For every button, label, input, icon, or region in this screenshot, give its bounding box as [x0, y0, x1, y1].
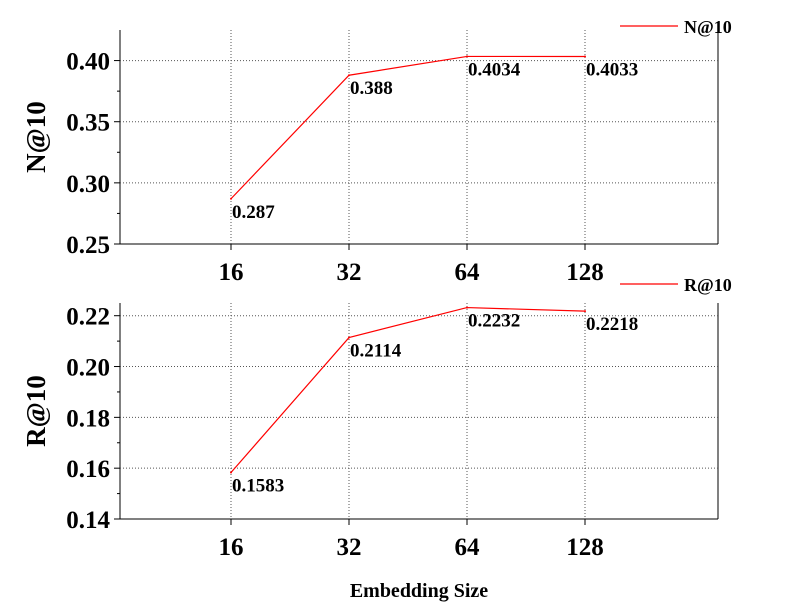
n10-data-label-1: 0.388 — [350, 78, 393, 99]
r10-point-2 — [466, 306, 468, 309]
n10-point-1 — [348, 74, 350, 77]
r10-data-label-3: 0.2218 — [586, 314, 638, 335]
n10-series-line — [230, 55, 586, 200]
n10-point-2 — [466, 55, 468, 58]
n10-ytick-label-1: 0.30 — [66, 171, 110, 198]
r10-ytick-label-2: 0.18 — [66, 405, 110, 432]
r10-ytick-label-4: 0.22 — [66, 304, 110, 331]
n10-xtick-label-1: 32 — [337, 259, 362, 286]
r10-xtick-label-0: 16 — [219, 534, 244, 561]
x-axis-label: Embedding Size — [350, 580, 488, 602]
n10-xtick-label-3: 128 — [566, 259, 604, 286]
r10-ylabel: R@10 — [21, 375, 51, 447]
r10-data-label-1: 0.2114 — [350, 341, 402, 362]
r10-ytick-label-3: 0.20 — [66, 355, 110, 382]
r10-data-label-2: 0.2232 — [468, 311, 520, 332]
r10-xtick-label-1: 32 — [337, 534, 362, 561]
r10-point-3 — [584, 310, 586, 313]
n10-ytick-label-3: 0.40 — [66, 49, 110, 76]
n10-ylabel: N@10 — [21, 101, 51, 173]
n10-xtick-label-2: 64 — [455, 259, 481, 286]
n10-point-0 — [230, 197, 232, 200]
r10-series-line — [230, 306, 586, 473]
n10-ytick-label-0: 0.25 — [66, 232, 110, 259]
r10-legend-label: R@10 — [684, 275, 732, 295]
r10-xtick-label-3: 128 — [566, 534, 604, 561]
r10-ytick-label-1: 0.16 — [66, 456, 110, 483]
n10-point-3 — [584, 55, 586, 58]
n10-legend-label: N@10 — [684, 17, 732, 37]
n10-data-label-2: 0.4034 — [468, 59, 521, 80]
n10-data-label-0: 0.287 — [232, 202, 275, 223]
n10-xtick-label-0: 16 — [219, 259, 244, 286]
n10-ytick-label-2: 0.35 — [66, 110, 110, 137]
r10-point-0 — [230, 471, 232, 474]
n10-data-label-3: 0.4033 — [586, 60, 638, 81]
r10-data-label-0: 0.1583 — [232, 475, 284, 496]
r10-xtick-label-2: 64 — [455, 534, 481, 561]
r10-point-1 — [348, 336, 350, 339]
r10-ytick-label-0: 0.14 — [66, 507, 110, 534]
